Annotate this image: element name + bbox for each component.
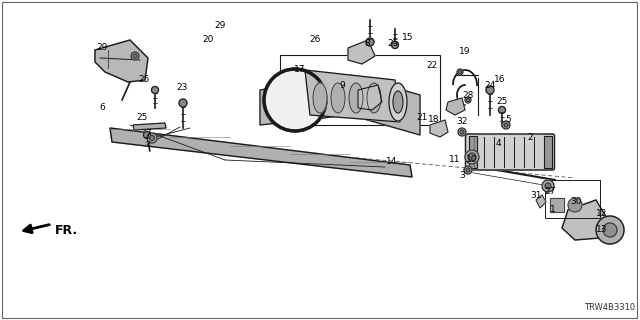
Ellipse shape	[264, 69, 326, 131]
Text: FR.: FR.	[55, 223, 78, 236]
Text: 12: 12	[596, 210, 608, 219]
Text: 7: 7	[145, 130, 151, 139]
Text: 17: 17	[294, 66, 306, 75]
Bar	[543, 136, 552, 168]
Circle shape	[457, 69, 463, 75]
Circle shape	[147, 133, 157, 143]
Circle shape	[143, 132, 150, 139]
Polygon shape	[430, 120, 448, 137]
Ellipse shape	[349, 83, 363, 113]
Text: 20: 20	[202, 35, 214, 44]
Text: 13: 13	[596, 226, 608, 235]
Text: 30: 30	[570, 197, 582, 206]
Ellipse shape	[331, 83, 345, 113]
Polygon shape	[95, 40, 148, 82]
Text: 14: 14	[387, 157, 397, 166]
Bar	[550, 198, 564, 212]
Text: 25: 25	[387, 39, 399, 49]
Text: 19: 19	[460, 47, 471, 57]
Text: 24: 24	[484, 82, 495, 91]
Ellipse shape	[367, 83, 381, 113]
Polygon shape	[562, 200, 608, 240]
Text: 2: 2	[527, 133, 533, 142]
Bar	[468, 136, 477, 168]
Text: 26: 26	[309, 36, 321, 44]
Bar	[543, 136, 552, 168]
Circle shape	[504, 123, 508, 127]
Text: 5: 5	[505, 116, 511, 124]
Polygon shape	[348, 40, 375, 64]
Text: 11: 11	[449, 156, 461, 164]
Polygon shape	[358, 85, 382, 110]
Ellipse shape	[360, 100, 392, 120]
Text: 6: 6	[99, 102, 105, 111]
Text: 25: 25	[136, 114, 148, 123]
Text: 27: 27	[544, 188, 556, 196]
Text: 29: 29	[214, 21, 226, 30]
Text: 23: 23	[176, 84, 188, 92]
Text: 9: 9	[339, 82, 345, 91]
Circle shape	[545, 183, 551, 189]
Text: 21: 21	[416, 114, 428, 123]
Circle shape	[464, 166, 472, 174]
Text: 15: 15	[403, 34, 413, 43]
Text: 28: 28	[462, 92, 474, 100]
Text: 32: 32	[456, 117, 468, 126]
Text: 25: 25	[138, 76, 150, 84]
Text: 1: 1	[550, 205, 556, 214]
Ellipse shape	[313, 83, 327, 113]
Text: 22: 22	[426, 60, 438, 69]
Circle shape	[152, 86, 159, 93]
Text: 3: 3	[459, 172, 465, 180]
Circle shape	[133, 54, 137, 58]
Bar	[545, 180, 600, 218]
Circle shape	[468, 153, 476, 161]
Polygon shape	[305, 70, 400, 122]
Polygon shape	[133, 123, 166, 130]
Circle shape	[596, 216, 624, 244]
Text: 4: 4	[495, 140, 501, 148]
Circle shape	[486, 86, 494, 94]
Circle shape	[466, 168, 470, 172]
Circle shape	[542, 180, 554, 192]
Circle shape	[179, 99, 187, 107]
Text: 18: 18	[428, 116, 440, 124]
Circle shape	[458, 128, 466, 136]
Ellipse shape	[393, 91, 403, 113]
Circle shape	[568, 198, 582, 212]
Text: 16: 16	[494, 76, 506, 84]
Circle shape	[366, 38, 374, 46]
Circle shape	[131, 52, 139, 60]
Text: TRW4B3310: TRW4B3310	[584, 303, 635, 312]
Circle shape	[458, 70, 461, 74]
Circle shape	[499, 107, 506, 114]
Text: 29: 29	[96, 44, 108, 52]
Circle shape	[460, 130, 464, 134]
Text: 31: 31	[531, 191, 541, 201]
Circle shape	[502, 121, 510, 129]
Text: 25: 25	[496, 98, 508, 107]
Circle shape	[467, 99, 470, 101]
Polygon shape	[260, 75, 420, 135]
Circle shape	[465, 150, 479, 164]
Circle shape	[392, 42, 399, 49]
Text: 8: 8	[364, 39, 370, 49]
FancyBboxPatch shape	[465, 134, 554, 170]
Polygon shape	[110, 128, 412, 177]
Polygon shape	[536, 195, 546, 208]
Text: 10: 10	[467, 156, 477, 164]
Bar	[550, 198, 564, 212]
Ellipse shape	[389, 83, 407, 121]
Bar	[468, 136, 477, 168]
Circle shape	[603, 223, 617, 237]
Polygon shape	[446, 98, 465, 115]
Circle shape	[150, 135, 154, 140]
Circle shape	[465, 97, 471, 103]
